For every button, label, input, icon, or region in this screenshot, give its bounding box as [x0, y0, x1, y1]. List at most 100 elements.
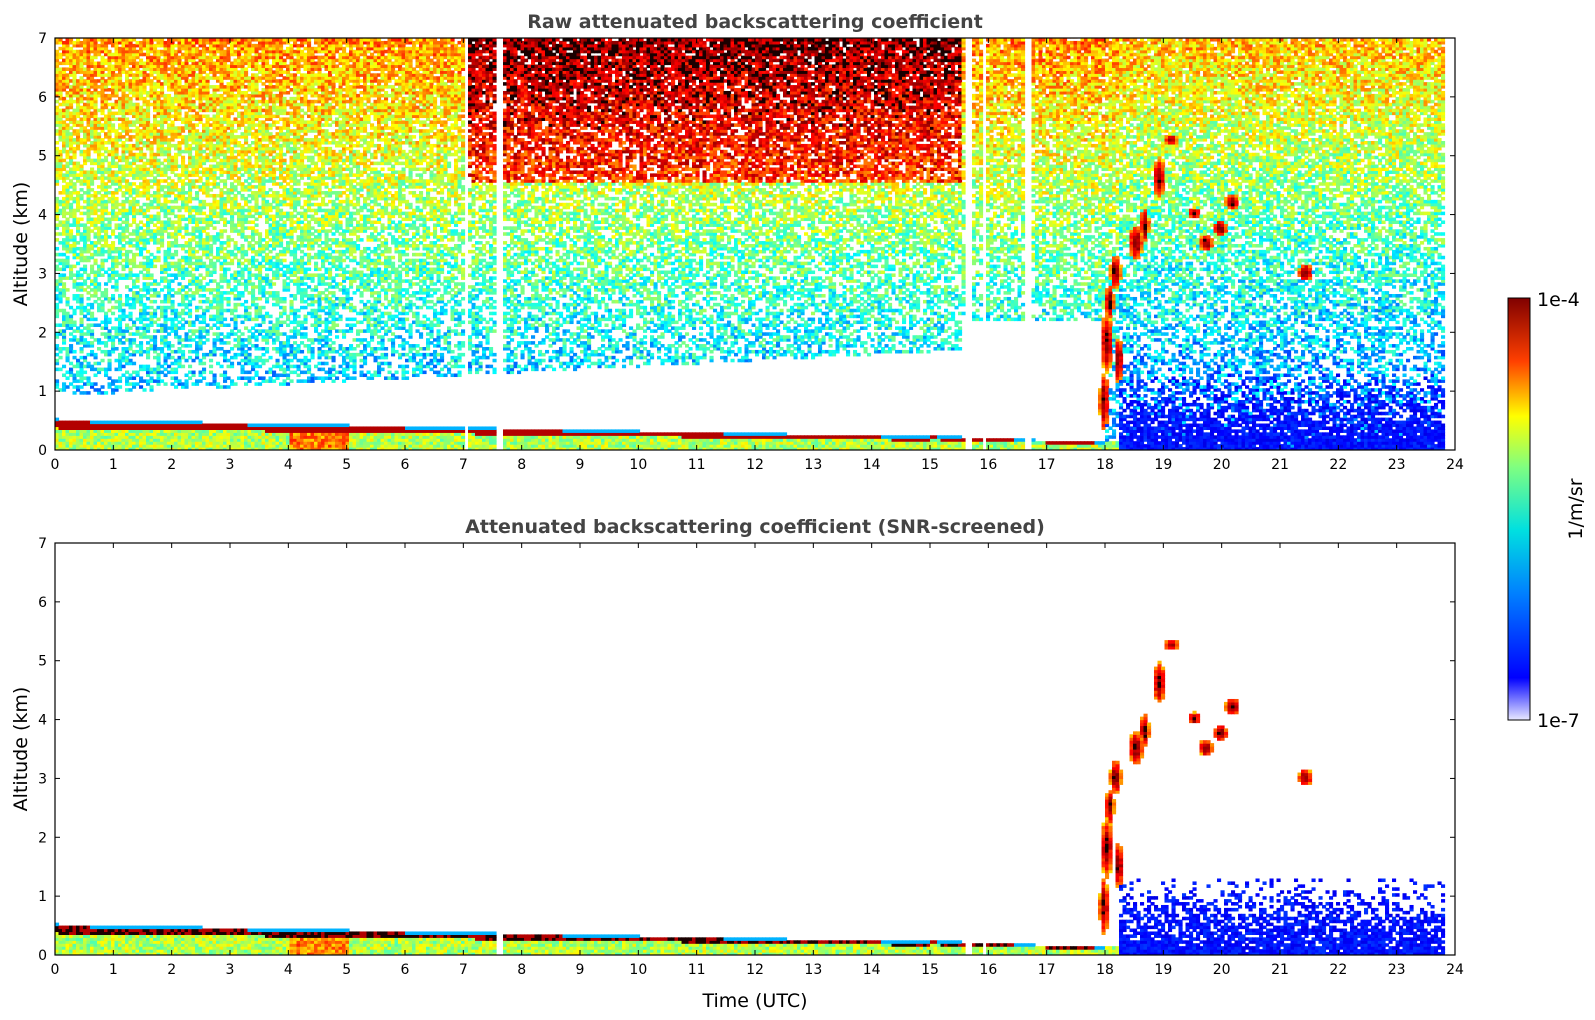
- heatmap-cell: [188, 376, 192, 380]
- heatmap-cell: [55, 197, 59, 201]
- heatmap-cell: [220, 365, 224, 369]
- heatmap-cell: [101, 391, 105, 395]
- heatmap-cell: [125, 235, 129, 239]
- heatmap-cell: [97, 85, 101, 89]
- heatmap-cell: [136, 103, 140, 107]
- heatmap-cell: [174, 153, 178, 157]
- heatmap-cell: [230, 273, 234, 277]
- heatmap-cell: [227, 268, 231, 272]
- heatmap-cell: [171, 120, 175, 124]
- heatmap-cell: [234, 344, 238, 348]
- heatmap-cell: [234, 270, 238, 274]
- heatmap-cell: [69, 229, 73, 233]
- heatmap-cell: [157, 247, 161, 251]
- heatmap-cell: [153, 229, 157, 233]
- heatmap-cell: [94, 259, 98, 263]
- heatmap-cell: [223, 50, 227, 54]
- heatmap-cell: [160, 194, 164, 198]
- heatmap-cell: [209, 300, 213, 304]
- heatmap-cell: [164, 421, 168, 425]
- heatmap-cell: [104, 132, 108, 136]
- heatmap-cell: [223, 247, 227, 251]
- heatmap-cell: [73, 391, 77, 395]
- heatmap-cell: [139, 182, 143, 186]
- heatmap-cell: [59, 273, 63, 277]
- heatmap-cell: [234, 194, 238, 198]
- heatmap-cell: [181, 244, 185, 248]
- heatmap-cell: [181, 85, 185, 89]
- heatmap-cell: [171, 156, 175, 160]
- heatmap-cell: [66, 218, 70, 222]
- heatmap-cell: [178, 56, 182, 60]
- heatmap-cell: [136, 318, 140, 322]
- heatmap-cell: [153, 44, 157, 48]
- heatmap-cell: [234, 294, 238, 298]
- heatmap-cell: [122, 341, 126, 345]
- heatmap-cell: [171, 206, 175, 210]
- heatmap-cell: [83, 332, 87, 336]
- heatmap-cell: [192, 273, 196, 277]
- heatmap-cell: [188, 144, 192, 148]
- heatmap-cell: [237, 176, 241, 180]
- heatmap-cell: [132, 153, 136, 157]
- heatmap-cell: [192, 338, 196, 342]
- heatmap-cell: [223, 385, 227, 389]
- heatmap-cell: [209, 244, 213, 248]
- heatmap-cell: [230, 197, 234, 201]
- heatmap-cell: [55, 418, 59, 422]
- heatmap-cell: [111, 229, 115, 233]
- heatmap-cell: [185, 165, 189, 169]
- heatmap-cell: [209, 350, 213, 354]
- heatmap-cell: [199, 256, 203, 260]
- heatmap-cell: [104, 341, 108, 345]
- heatmap-cell: [90, 188, 94, 192]
- heatmap-cell: [66, 276, 70, 280]
- heatmap-cell: [97, 388, 101, 392]
- heatmap-cell: [146, 323, 150, 327]
- heatmap-cell: [101, 235, 105, 239]
- heatmap-cell: [220, 179, 224, 183]
- heatmap-cell: [143, 421, 147, 425]
- heatmap-cell: [76, 421, 80, 425]
- heatmap-cell: [101, 244, 105, 248]
- heatmap-cell: [157, 306, 161, 310]
- heatmap-cell: [129, 326, 133, 330]
- heatmap-cell: [216, 332, 220, 336]
- heatmap-cell: [167, 318, 171, 322]
- heatmap-cell: [59, 209, 63, 213]
- heatmap-cell: [181, 285, 185, 289]
- heatmap-cell: [90, 194, 94, 198]
- heatmap-cell: [150, 56, 154, 60]
- heatmap-cell: [115, 162, 119, 166]
- heatmap-cell: [244, 350, 248, 354]
- heatmap-cell: [234, 241, 238, 245]
- heatmap-cell: [66, 421, 70, 425]
- heatmap-cell: [153, 300, 157, 304]
- heatmap-cell: [111, 335, 115, 339]
- heatmap-cell: [153, 76, 157, 80]
- heatmap-cell: [136, 126, 140, 130]
- heatmap-cell: [69, 132, 73, 136]
- heatmap-cell: [199, 132, 203, 136]
- heatmap-cell: [199, 315, 203, 319]
- heatmap-cell: [181, 338, 185, 342]
- heatmap-cell: [62, 253, 66, 257]
- heatmap-cell: [160, 100, 164, 104]
- heatmap-cell: [185, 197, 189, 201]
- heatmap-cell: [213, 315, 217, 319]
- heatmap-cell: [202, 103, 206, 107]
- heatmap-cell: [76, 162, 80, 166]
- heatmap-cell: [94, 232, 98, 236]
- heatmap-cell: [160, 179, 164, 183]
- heatmap-cell: [94, 191, 98, 195]
- heatmap-cell: [223, 297, 227, 301]
- heatmap-cell: [118, 97, 122, 101]
- heatmap-cell: [69, 382, 73, 386]
- heatmap-cell: [101, 350, 105, 354]
- heatmap-cell: [164, 179, 168, 183]
- heatmap-cell: [178, 347, 182, 351]
- heatmap-cell: [150, 141, 154, 145]
- heatmap-cell: [150, 368, 154, 372]
- heatmap-cell: [115, 256, 119, 260]
- heatmap-cell: [108, 109, 112, 113]
